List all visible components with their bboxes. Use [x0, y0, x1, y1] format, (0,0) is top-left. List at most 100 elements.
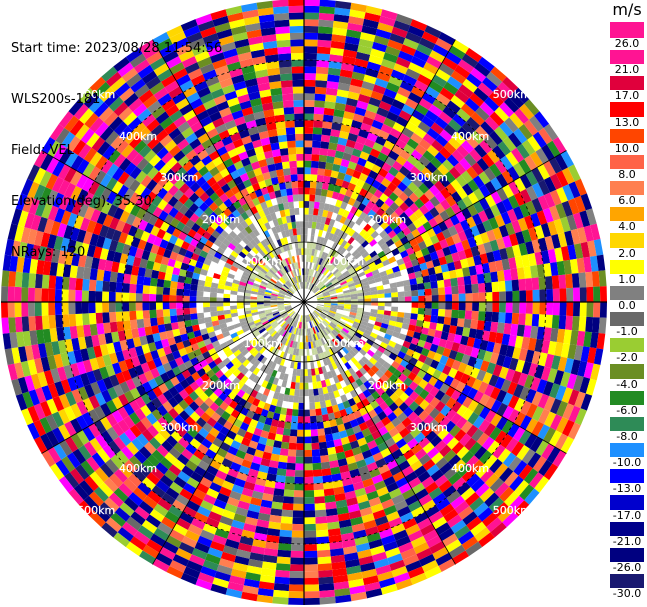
range-gate [267, 390, 275, 399]
range-gate [260, 224, 268, 232]
range-gate [414, 160, 426, 172]
range-gate [158, 428, 171, 441]
range-gate [293, 201, 300, 209]
range-gate [473, 403, 485, 416]
range-gate [262, 320, 269, 326]
range-gate [150, 277, 158, 287]
range-gate [298, 409, 304, 417]
range-gate [56, 222, 68, 238]
range-gate [483, 272, 492, 283]
range-gate [499, 486, 515, 502]
range-gate [270, 306, 278, 309]
range-gate [333, 205, 341, 214]
range-gate [219, 107, 232, 118]
range-gate [367, 226, 376, 236]
range-gate [384, 263, 392, 271]
range-gate [281, 380, 288, 388]
range-gate [64, 182, 76, 198]
range-gate [363, 288, 371, 293]
range-gate [306, 275, 309, 282]
range-gate [315, 354, 320, 362]
range-gate [387, 39, 403, 51]
range-gate [516, 267, 525, 280]
range-gate [236, 389, 246, 398]
range-gate [129, 166, 142, 180]
range-gate [291, 334, 296, 341]
range-gate [233, 235, 243, 244]
range-gate [478, 393, 490, 407]
range-gate [291, 341, 296, 349]
range-gate [331, 34, 347, 43]
range-gate [378, 100, 392, 112]
range-gate [311, 312, 316, 319]
range-gate [389, 559, 406, 571]
range-gate [269, 280, 276, 286]
range-gate [304, 490, 315, 498]
range-gate [345, 558, 360, 568]
range-gate [170, 280, 178, 289]
range-gate [205, 275, 213, 283]
range-gate [182, 506, 197, 518]
range-gate [257, 310, 265, 315]
range-gate [240, 367, 249, 376]
range-gate [332, 27, 348, 36]
range-gate [329, 377, 336, 386]
range-gate [374, 480, 387, 491]
range-gate [339, 266, 346, 273]
range-gate [265, 272, 273, 279]
range-gate [334, 150, 345, 159]
range-gate [259, 285, 267, 290]
range-gate [156, 309, 164, 318]
range-gate [274, 333, 281, 341]
range-gate [374, 113, 387, 124]
range-gate [162, 412, 174, 424]
range-gate [206, 270, 215, 278]
range-gate [222, 84, 236, 95]
range-gate [391, 297, 399, 302]
range-gate [73, 374, 84, 389]
range-gate [150, 244, 160, 255]
range-gate [378, 297, 385, 302]
range-gate [189, 296, 197, 302]
range-gate [247, 277, 255, 283]
range-gate [336, 307, 344, 311]
range-gate [311, 375, 317, 383]
range-gate [72, 448, 87, 465]
range-gate [380, 146, 392, 157]
range-gate [284, 421, 292, 430]
range-gate [433, 352, 443, 363]
range-gate [470, 319, 479, 330]
range-gate [287, 317, 293, 324]
range-gate [386, 111, 399, 122]
range-gate [237, 311, 245, 316]
range-gate [418, 410, 430, 421]
range-gate [264, 293, 272, 297]
range-gate [519, 290, 527, 302]
range-gate [181, 126, 194, 139]
range-gate [412, 264, 422, 273]
range-gate [225, 317, 233, 323]
range-gate [337, 423, 346, 433]
range-gate [92, 222, 103, 236]
range-gate [383, 349, 392, 357]
range-gate [356, 100, 369, 110]
range-gate [115, 292, 123, 302]
range-gate [351, 148, 362, 158]
range-gate [444, 340, 454, 350]
range-gate [367, 209, 376, 219]
range-gate [318, 576, 334, 585]
range-gate [262, 40, 278, 50]
range-gate [304, 483, 314, 491]
range-gate [208, 234, 217, 244]
range-gate [350, 239, 359, 247]
range-gate [377, 331, 386, 338]
range-gate [260, 95, 273, 105]
range-gate [183, 482, 197, 495]
range-gate [200, 412, 211, 423]
range-gate [426, 145, 440, 157]
range-gate [331, 267, 338, 274]
range-gate [44, 342, 54, 357]
range-gate [304, 463, 313, 471]
range-gate [263, 305, 271, 309]
range-gate [375, 396, 385, 406]
